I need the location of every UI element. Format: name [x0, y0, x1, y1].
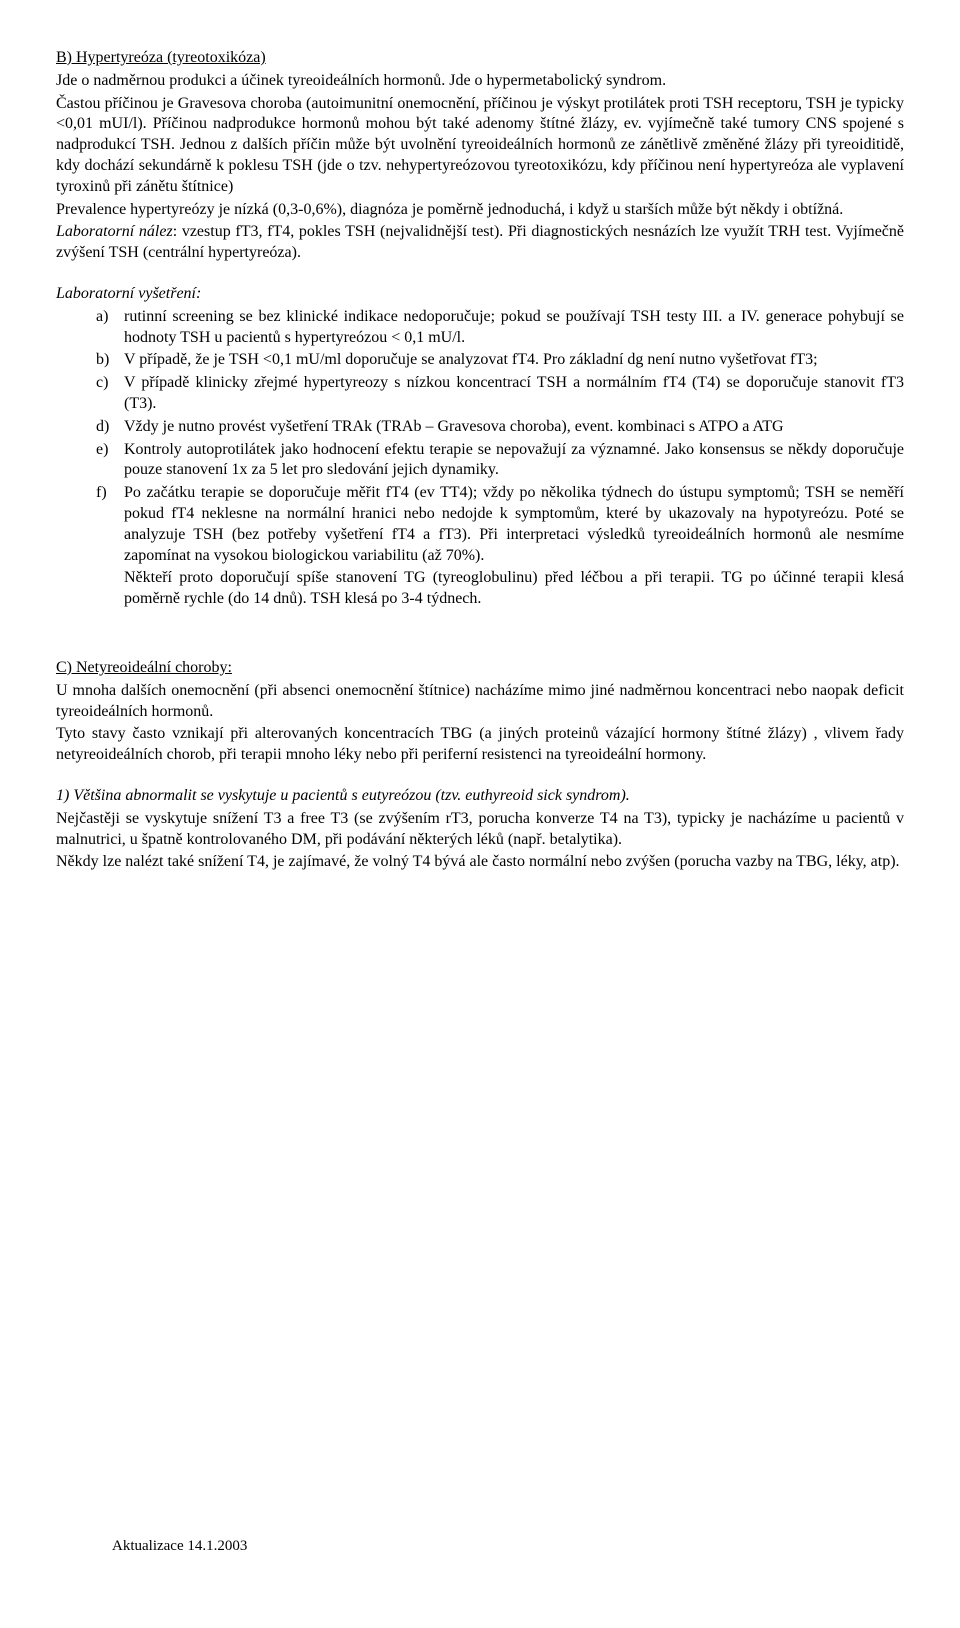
lab-nalez-text: : vzestup fT3, fT4, pokles TSH (nejvalid… [56, 223, 904, 261]
section-c-p5: Někdy lze nalézt také snížení T4, je zaj… [56, 852, 904, 873]
section-c-p3: 1) Většina abnormalit se vyskytuje u pac… [56, 786, 904, 807]
section-b-p1: Jde o nadměrnou produkci a účinek tyreoi… [56, 71, 904, 92]
list-marker: b) [96, 350, 124, 371]
heading-text: B) Hypertyreóza [56, 49, 163, 66]
list-item: b) V případě, že je TSH <0,1 mU/ml dopor… [96, 350, 904, 371]
lab-vysetreni-heading: Laboratorní vyšetření: [56, 284, 904, 305]
list-marker: f) [96, 483, 124, 566]
list-item: e) Kontroly autoprotilátek jako hodnocen… [96, 440, 904, 482]
section-c-heading: C) Netyreoideální choroby: [56, 658, 904, 679]
section-c-p2: Tyto stavy často vznikají při alterovaný… [56, 724, 904, 766]
section-b-p2: Častou příčinou je Gravesova choroba (au… [56, 94, 904, 198]
list-item: d) Vždy je nutno provést vyšetření TRAk … [96, 417, 904, 438]
heading-paren: (tyreotoxikóza) [163, 49, 266, 66]
section-c-p1: U mnoha dalších onemocnění (při absenci … [56, 681, 904, 723]
list-marker [96, 568, 124, 610]
section-c-p4: Nejčastěji se vyskytuje snížení T3 a fre… [56, 809, 904, 851]
list-text: Někteří proto doporučují spíše stanovení… [124, 568, 904, 610]
list-marker: d) [96, 417, 124, 438]
list-text: Kontroly autoprotilátek jako hodnocení e… [124, 440, 904, 482]
lab-list: a) rutinní screening se bez klinické ind… [56, 307, 904, 610]
footer-date: Aktualizace 14.1.2003 [112, 1537, 247, 1557]
list-text: rutinní screening se bez klinické indika… [124, 307, 904, 349]
section-c-p3a: 1) Většina abnormalit se vyskytuje u pac… [56, 787, 431, 804]
section-b-heading: B) Hypertyreóza (tyreotoxikóza) [56, 48, 904, 69]
list-text: Po začátku terapie se doporučuje měřit f… [124, 483, 904, 566]
list-item: f) Po začátku terapie se doporučuje měři… [96, 483, 904, 566]
list-text: Vždy je nutno provést vyšetření TRAk (TR… [124, 417, 904, 438]
list-marker: e) [96, 440, 124, 482]
list-text: V případě klinicky zřejmé hypertyreozy s… [124, 373, 904, 415]
list-marker: a) [96, 307, 124, 349]
list-text: V případě, že je TSH <0,1 mU/ml doporuču… [124, 350, 904, 371]
lab-nalez-label: Laboratorní nález [56, 223, 173, 240]
list-item: c) V případě klinicky zřejmé hypertyreoz… [96, 373, 904, 415]
section-c-p3b: (tzv. euthyreoid sick syndrom). [431, 787, 629, 804]
section-b-p3: Prevalence hypertyreózy je nízká (0,3-0,… [56, 200, 904, 221]
list-item: a) rutinní screening se bez klinické ind… [96, 307, 904, 349]
section-b-p4: Laboratorní nález: vzestup fT3, fT4, pok… [56, 222, 904, 264]
list-marker: c) [96, 373, 124, 415]
list-item: Někteří proto doporučují spíše stanovení… [96, 568, 904, 610]
